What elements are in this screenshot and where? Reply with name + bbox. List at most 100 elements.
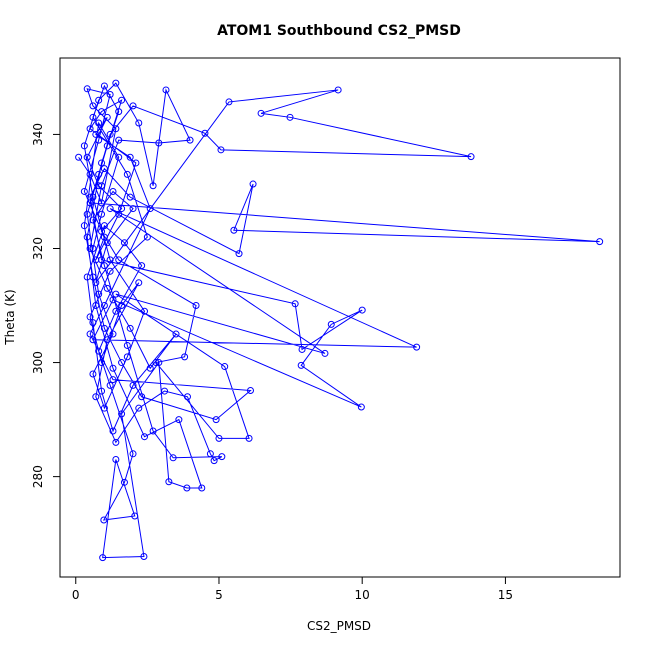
data-point: [100, 262, 108, 270]
data-point: [162, 86, 170, 94]
data-point: [103, 336, 111, 344]
data-point: [98, 359, 106, 367]
data-point: [106, 381, 114, 389]
data-point: [95, 96, 103, 104]
data-point: [89, 113, 97, 121]
data-point: [215, 434, 223, 442]
data-point: [80, 187, 88, 195]
data-point: [146, 205, 154, 213]
data-point: [235, 250, 243, 258]
data-point: [92, 130, 100, 138]
data-point: [100, 233, 108, 241]
x-tick-label: 15: [498, 588, 513, 602]
data-point: [100, 516, 108, 524]
data-point: [98, 227, 106, 235]
data-point: [83, 153, 91, 161]
data-point: [152, 359, 160, 367]
data-point: [109, 187, 117, 195]
data-point: [98, 182, 106, 190]
data-point: [112, 438, 120, 446]
data-point: [123, 341, 131, 349]
data-point: [118, 359, 126, 367]
data-point: [321, 349, 329, 357]
data-point: [106, 91, 114, 99]
data-point: [186, 136, 194, 144]
data-point: [118, 96, 126, 104]
data-point: [98, 159, 106, 167]
data-point: [86, 330, 94, 338]
data-point: [183, 393, 191, 401]
data-point: [181, 353, 189, 361]
data-point: [118, 205, 126, 213]
data-point: [131, 512, 139, 520]
data-point: [106, 267, 114, 275]
data-point: [89, 370, 97, 378]
data-point: [123, 170, 131, 178]
y-tick-label: 300: [31, 351, 45, 374]
data-point: [89, 102, 97, 110]
data-point: [132, 159, 140, 167]
data-point: [149, 427, 157, 435]
chart-title: ATOM1 Southbound CS2_PMSD: [217, 23, 461, 39]
data-point: [86, 125, 94, 133]
data-point: [129, 102, 137, 110]
data-point: [165, 478, 173, 486]
data-point: [80, 222, 88, 230]
data-point: [103, 239, 111, 247]
x-axis-label: CS2_PMSD: [307, 619, 371, 633]
data-point: [249, 180, 257, 188]
data-point: [98, 199, 106, 207]
data-point: [112, 456, 120, 464]
data-point: [149, 182, 157, 190]
data-point: [103, 284, 111, 292]
data-point: [357, 403, 365, 411]
y-tick-label: 340: [31, 123, 45, 146]
data-point: [155, 359, 163, 367]
data-line: [78, 82, 600, 559]
data-point: [115, 136, 123, 144]
data-point: [217, 146, 225, 154]
data-point: [109, 296, 117, 304]
data-point: [112, 79, 120, 87]
data-point: [115, 108, 123, 116]
data-point: [135, 404, 143, 412]
data-point: [327, 320, 335, 328]
x-tick-label: 10: [355, 588, 370, 602]
data-point: [75, 153, 83, 161]
y-tick-label: 280: [31, 465, 45, 488]
data-point: [95, 347, 103, 355]
data-point: [80, 142, 88, 150]
data-point: [86, 193, 94, 201]
data-point: [98, 210, 106, 218]
data-point: [115, 256, 123, 264]
data-point: [169, 454, 177, 462]
data-point: [257, 109, 265, 117]
data-point: [210, 457, 218, 465]
data-point: [135, 279, 143, 287]
x-tick-label: 5: [215, 588, 223, 602]
y-axis-label: Theta (K): [3, 289, 17, 345]
data-point: [230, 226, 238, 234]
data-point: [100, 82, 108, 90]
data-point: [95, 170, 103, 178]
y-tick-label: 320: [31, 237, 45, 260]
data-point: [118, 302, 126, 310]
data-point: [246, 387, 254, 395]
data-point: [92, 279, 100, 287]
data-point: [298, 345, 306, 353]
data-point: [129, 450, 137, 458]
data-point: [100, 404, 108, 412]
data-point: [126, 324, 134, 332]
data-point: [112, 307, 120, 315]
data-point: [192, 302, 200, 310]
data-point: [206, 450, 214, 458]
data-point: [138, 393, 146, 401]
data-point: [126, 193, 134, 201]
data-point: [106, 205, 114, 213]
data-point: [297, 361, 305, 369]
data-point: [138, 262, 146, 270]
data-point: [103, 113, 111, 121]
data-point: [245, 434, 253, 442]
data-point: [115, 210, 123, 218]
